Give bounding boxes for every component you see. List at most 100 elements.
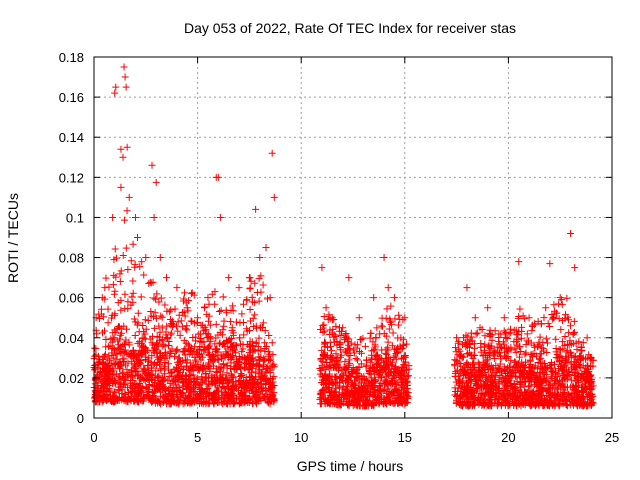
data-point-marker: [262, 364, 270, 372]
data-point-marker: [224, 345, 232, 353]
data-point-marker: [552, 345, 560, 353]
data-point-marker: [162, 331, 170, 339]
data-point-marker: [528, 353, 536, 361]
data-point-marker: [531, 319, 539, 327]
data-point-marker: [331, 388, 339, 396]
data-point-marker: [401, 314, 409, 322]
data-point-marker: [128, 382, 136, 390]
data-point-marker: [550, 379, 558, 387]
data-point-marker: [142, 254, 150, 262]
data-point-marker: [355, 314, 363, 322]
data-point-marker: [502, 329, 510, 337]
data-point-marker: [471, 351, 479, 359]
data-point-marker: [546, 381, 554, 389]
data-point-marker: [149, 313, 157, 321]
data-point-marker: [485, 384, 493, 392]
data-point-marker: [572, 358, 580, 366]
data-point-marker: [337, 331, 345, 339]
data-point-marker: [209, 357, 217, 365]
data-point-marker: [127, 301, 135, 309]
data-point-marker: [213, 345, 221, 353]
data-point-marker: [523, 330, 531, 338]
data-point-marker: [145, 354, 153, 362]
data-point-marker: [329, 333, 337, 341]
data-point-marker: [558, 317, 566, 325]
data-point-marker: [172, 348, 180, 356]
data-point-marker: [173, 368, 181, 376]
data-point-marker: [164, 387, 172, 395]
data-point-marker: [516, 305, 524, 313]
data-point-marker: [507, 356, 515, 364]
data-point-marker: [393, 391, 401, 399]
data-point-marker: [403, 394, 411, 402]
data-point-marker: [164, 377, 172, 385]
data-point-marker: [514, 360, 522, 368]
data-point-marker: [113, 254, 121, 262]
data-point-marker: [387, 302, 395, 310]
data-point-marker: [556, 358, 564, 366]
data-point-marker: [126, 351, 134, 359]
data-point-marker: [374, 359, 382, 367]
data-point-marker: [141, 366, 149, 374]
data-point-marker: [338, 327, 346, 335]
data-point-marker: [457, 369, 465, 377]
data-point-marker: [399, 377, 407, 385]
data-point-marker: [117, 267, 125, 275]
data-point-marker: [213, 368, 221, 376]
data-point-marker: [453, 334, 461, 342]
data-point-marker: [157, 356, 165, 364]
data-point-marker: [196, 381, 204, 389]
data-point-marker: [268, 361, 276, 369]
data-point-marker: [329, 395, 337, 403]
data-point-marker: [341, 336, 349, 344]
data-point-marker: [547, 373, 555, 381]
data-point-marker: [246, 387, 254, 395]
data-point-marker: [533, 343, 541, 351]
data-point-marker: [101, 392, 109, 400]
data-point-marker: [110, 367, 118, 375]
data-point-marker: [484, 304, 492, 312]
data-point-marker: [236, 340, 244, 348]
data-point-marker: [357, 349, 365, 357]
data-point-marker: [245, 395, 253, 403]
data-point-marker: [320, 340, 328, 348]
data-point-marker: [212, 334, 220, 342]
data-point-marker: [179, 371, 187, 379]
data-point-marker: [249, 314, 257, 322]
data-point-marker: [205, 351, 213, 359]
data-point-marker: [563, 294, 571, 302]
data-point-marker: [163, 322, 171, 330]
data-point-marker: [489, 350, 497, 358]
data-point-marker: [551, 392, 559, 400]
data-point-marker: [356, 396, 364, 404]
x-tick-label: 15: [398, 430, 412, 445]
data-point-marker: [394, 399, 402, 407]
data-point-marker: [134, 309, 142, 317]
data-point-marker: [187, 317, 195, 325]
data-point-marker: [102, 274, 110, 282]
data-point-marker: [200, 343, 208, 351]
data-point-marker: [230, 385, 238, 393]
data-point-marker: [471, 314, 479, 322]
data-point-marker: [259, 281, 267, 289]
data-point-marker: [265, 332, 273, 340]
data-point-marker: [217, 306, 225, 314]
data-point-marker: [486, 352, 494, 360]
data-point-marker: [196, 337, 204, 345]
data-point-marker: [122, 83, 130, 91]
data-point-marker: [243, 355, 251, 363]
data-point-marker: [551, 360, 559, 368]
data-point-marker: [173, 347, 181, 355]
data-point-marker: [208, 290, 216, 298]
data-point-marker: [205, 300, 213, 308]
data-point-marker: [557, 326, 565, 334]
data-point-marker: [328, 329, 336, 337]
data-point-marker: [349, 399, 357, 407]
data-point-marker: [383, 357, 391, 365]
x-tick-label: 5: [194, 430, 201, 445]
data-point-marker: [516, 353, 524, 361]
data-point-marker: [342, 349, 350, 357]
data-point-marker: [91, 393, 99, 401]
data-point-marker: [566, 337, 574, 345]
